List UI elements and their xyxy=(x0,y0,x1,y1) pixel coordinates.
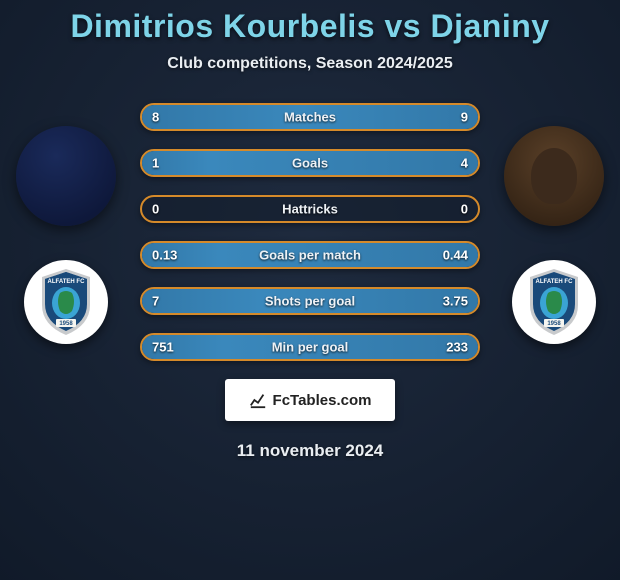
bar-value-left: 7 xyxy=(152,294,159,309)
bar-label: Matches xyxy=(284,110,336,125)
stat-bars: 8 9 Matches 1 4 Goals 0 0 Hattricks 0.13 0.44 Goals… xyxy=(0,103,620,361)
bar-value-left: 1 xyxy=(152,156,159,171)
bar-label: Shots per goal xyxy=(265,294,355,309)
bar-label: Goals per match xyxy=(259,248,361,263)
bar-label: Goals xyxy=(292,156,328,171)
source-logo-text: FcTables.com xyxy=(273,392,372,409)
stat-bar: 1 4 Goals xyxy=(140,149,480,177)
stat-bar: 751 233 Min per goal xyxy=(140,333,480,361)
stat-bar: 0.13 0.44 Goals per match xyxy=(140,241,480,269)
bar-value-right: 3.75 xyxy=(443,294,468,309)
chart-icon xyxy=(249,391,267,409)
bar-value-right: 0 xyxy=(461,202,468,217)
bar-value-left: 8 xyxy=(152,110,159,125)
stat-bar: 0 0 Hattricks xyxy=(140,195,480,223)
bar-value-left: 0 xyxy=(152,202,159,217)
comparison-card: Dimitrios Kourbelis vs Djaniny Club comp… xyxy=(0,0,620,580)
page-title: Dimitrios Kourbelis vs Djaniny xyxy=(0,8,620,45)
bar-fill-right xyxy=(209,151,478,175)
bar-value-right: 233 xyxy=(446,340,468,355)
bar-label: Min per goal xyxy=(272,340,349,355)
subtitle: Club competitions, Season 2024/2025 xyxy=(0,55,620,73)
bar-fill-right xyxy=(223,335,478,359)
stat-bar: 7 3.75 Shots per goal xyxy=(140,287,480,315)
bar-value-right: 0.44 xyxy=(443,248,468,263)
bar-fill-left xyxy=(142,105,300,129)
bar-value-left: 0.13 xyxy=(152,248,177,263)
bar-value-right: 4 xyxy=(461,156,468,171)
bar-value-right: 9 xyxy=(461,110,468,125)
bar-label: Hattricks xyxy=(282,202,338,217)
bar-fill-left xyxy=(142,289,260,313)
bar-value-left: 751 xyxy=(152,340,174,355)
stat-bar: 8 9 Matches xyxy=(140,103,480,131)
source-logo: FcTables.com xyxy=(225,379,395,421)
date-label: 11 november 2024 xyxy=(0,441,620,461)
